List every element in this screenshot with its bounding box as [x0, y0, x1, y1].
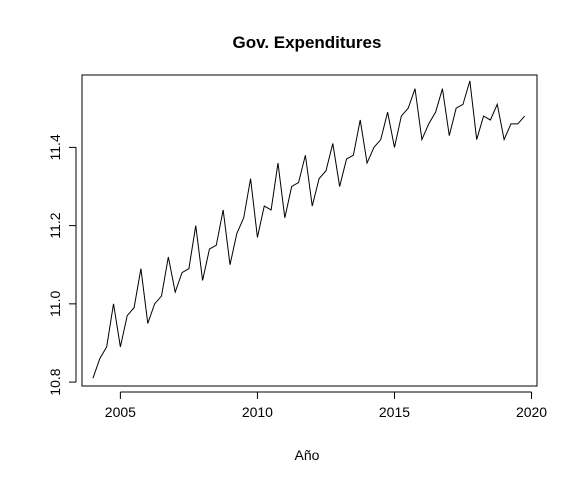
plot-box — [81, 74, 538, 387]
y-tick-label: 11.2 — [47, 212, 63, 238]
series-line — [92, 80, 526, 379]
y-axis: 10.8 11.0 11.2 11.4 — [47, 134, 77, 396]
x-axis: 2005 2010 2015 2020 — [105, 391, 547, 420]
x-axis-label: Año — [295, 447, 320, 463]
chart-title: Gov. Expenditures — [233, 33, 382, 52]
x-tick-label: 2005 — [105, 404, 136, 420]
x-tick-label: 2010 — [242, 404, 273, 420]
y-tick-label: 11.0 — [47, 291, 63, 317]
y-tick-label: 11.4 — [47, 134, 63, 160]
y-tick-label: 10.8 — [47, 368, 63, 395]
x-tick-label: 2015 — [379, 404, 410, 420]
x-tick-label: 2020 — [516, 404, 547, 420]
